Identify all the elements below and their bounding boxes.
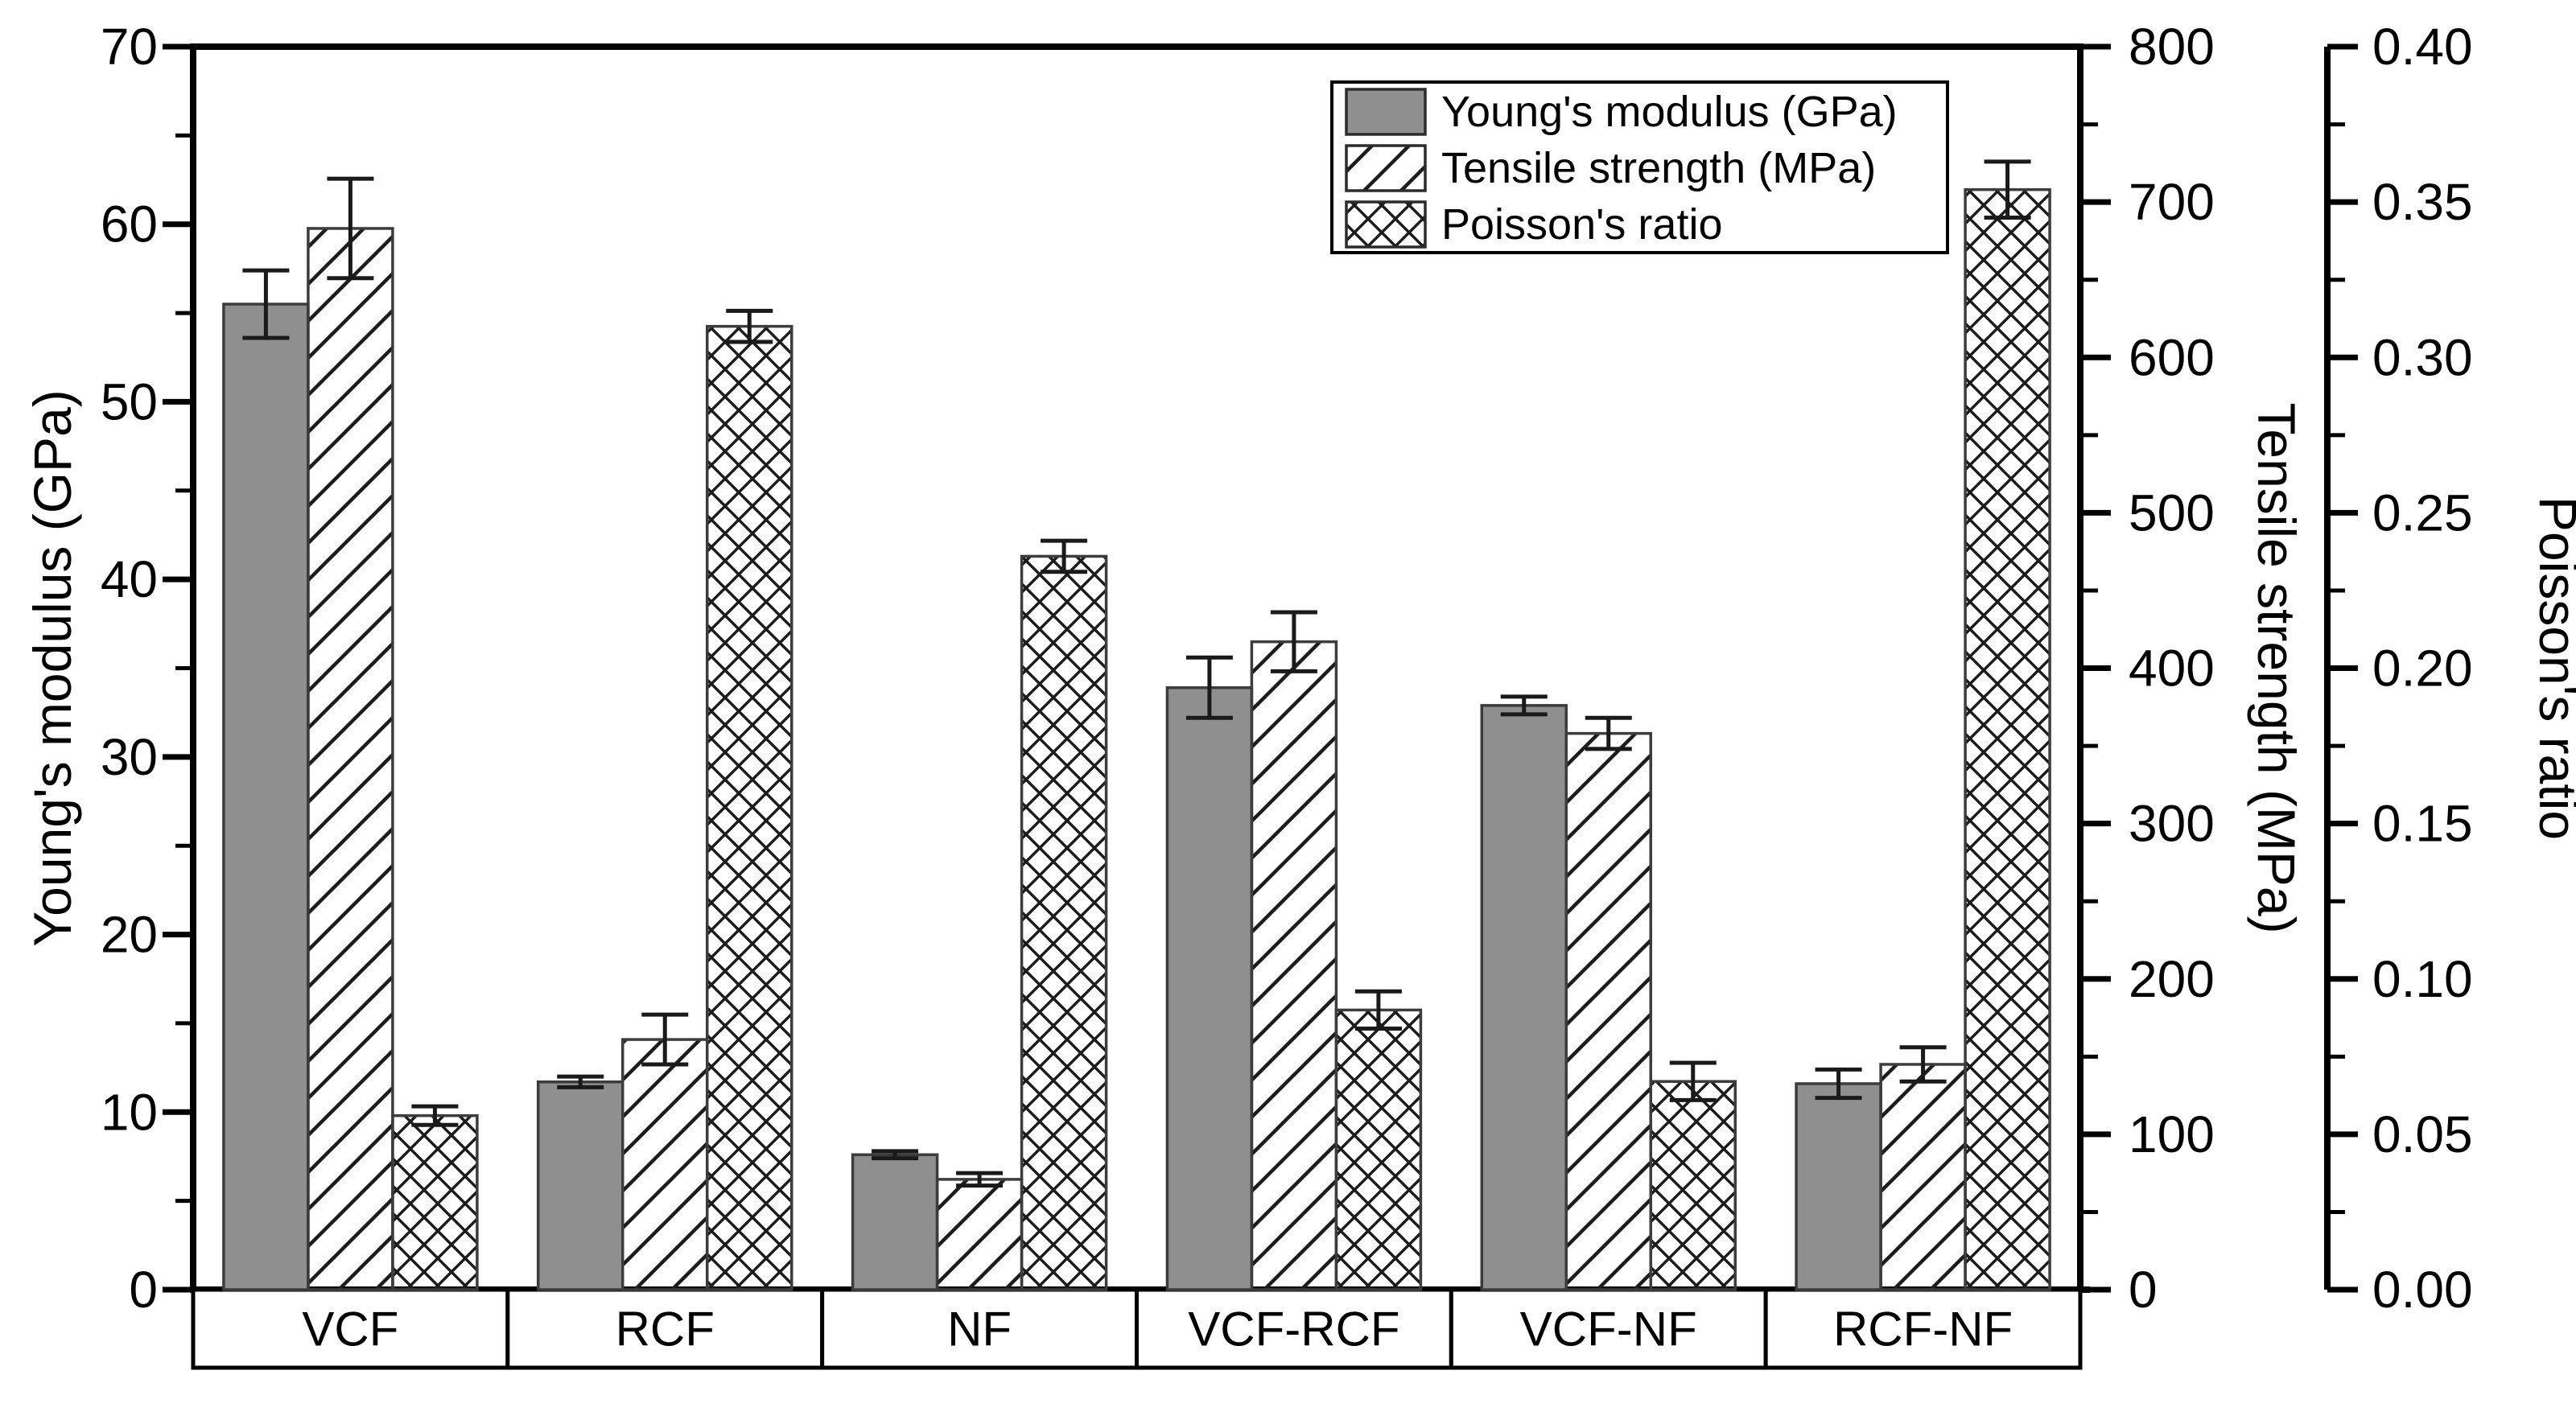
poisson-axis-tick-label: 0.00 [2372, 1261, 2473, 1319]
tensile-axis-tick-label: 600 [2129, 328, 2215, 386]
bar-rcf-series2 [621, 1038, 709, 1291]
tensile-axis-tick-label: 500 [2129, 484, 2215, 541]
legend-swatch-2 [1345, 144, 1427, 192]
bar-nf-series3 [1020, 554, 1108, 1291]
tensile-axis-tick-label: 300 [2129, 795, 2215, 853]
left-axis-tick-label: 20 [101, 906, 158, 964]
bar-rcf-nf-series1 [1795, 1082, 1882, 1291]
bar-vcf-series1 [222, 303, 310, 1291]
legend-swatch-1 [1345, 88, 1427, 136]
bar-vcf-rcf-series1 [1165, 686, 1254, 1291]
left-axis-tick-label: 50 [101, 372, 158, 430]
bar-vcf-series2 [307, 227, 394, 1291]
poisson-axis-title: Poisson's ratio [2529, 496, 2576, 840]
left-axis-tick-label: 60 [101, 196, 158, 253]
bar-vcf-rcf-series3 [1334, 1008, 1423, 1291]
left-axis-tick-label: 40 [101, 550, 158, 608]
tensile-axis-tick-label: 100 [2129, 1105, 2215, 1163]
poisson-axis-tick-label: 0.20 [2372, 640, 2473, 698]
bar-rcf-nf-series2 [1879, 1063, 1967, 1291]
poisson-axis-tick-label: 0.25 [2372, 484, 2473, 541]
category-box [820, 1287, 1140, 1370]
poisson-axis-tick-label: 0.35 [2372, 173, 2473, 231]
poisson-axis-tick-label: 0.15 [2372, 795, 2473, 853]
tensile-axis-tick-label: 200 [2129, 950, 2215, 1008]
bar-rcf-nf-series3 [1964, 187, 2051, 1291]
tensile-axis-title: Tensile strength (MPa) [2247, 402, 2306, 933]
category-box [1449, 1287, 1768, 1370]
legend-label-2: Tensile strength (MPa) [1441, 144, 1876, 192]
poisson-axis-tick-label: 0.05 [2372, 1105, 2473, 1163]
tensile-axis-tick-label: 800 [2129, 18, 2215, 76]
category-label: RCF-NF [1833, 1303, 2013, 1356]
poisson-axis-tick-label: 0.40 [2372, 18, 2473, 76]
bar-vcf-nf-series2 [1564, 731, 1652, 1291]
category-label: NF [947, 1303, 1012, 1356]
legend-label-3: Poisson's ratio [1441, 200, 1722, 249]
bar-nf-series1 [851, 1153, 939, 1291]
left-axis-title: Young's modulus (GPa) [23, 389, 82, 947]
bar-vcf-nf-series3 [1649, 1080, 1737, 1291]
category-box [505, 1287, 825, 1370]
left-axis-tick-label: 30 [101, 728, 158, 786]
category-label: VCF [302, 1303, 398, 1356]
left-axis-tick-label: 10 [101, 1083, 158, 1141]
category-label: VCF-NF [1520, 1303, 1697, 1356]
category-box [1763, 1287, 2083, 1370]
category-label: VCF-RCF [1188, 1303, 1399, 1356]
category-box [1135, 1287, 1453, 1370]
tensile-axis-tick-label: 700 [2129, 173, 2215, 231]
bar-rcf-series1 [537, 1080, 624, 1291]
left-axis-tick-label: 0 [129, 1261, 158, 1319]
tensile-axis-tick-label: 400 [2129, 640, 2215, 698]
bar-vcf-series3 [391, 1113, 479, 1291]
bar-vcf-rcf-series2 [1250, 640, 1338, 1291]
legend-label-1: Young's modulus (GPa) [1441, 88, 1898, 136]
bar-nf-series2 [935, 1178, 1024, 1291]
legend-swatch-3 [1345, 200, 1427, 249]
poisson-axis-tick-label: 0.30 [2372, 328, 2473, 386]
tensile-axis-tick-label: 0 [2129, 1261, 2158, 1319]
bar-vcf-nf-series1 [1480, 704, 1568, 1291]
bar-rcf-series3 [706, 324, 793, 1291]
poisson-axis-tick-label: 0.10 [2372, 950, 2473, 1008]
left-axis-tick-label: 70 [101, 18, 158, 76]
legend-box [1330, 80, 1949, 254]
category-label: RCF [616, 1303, 715, 1356]
